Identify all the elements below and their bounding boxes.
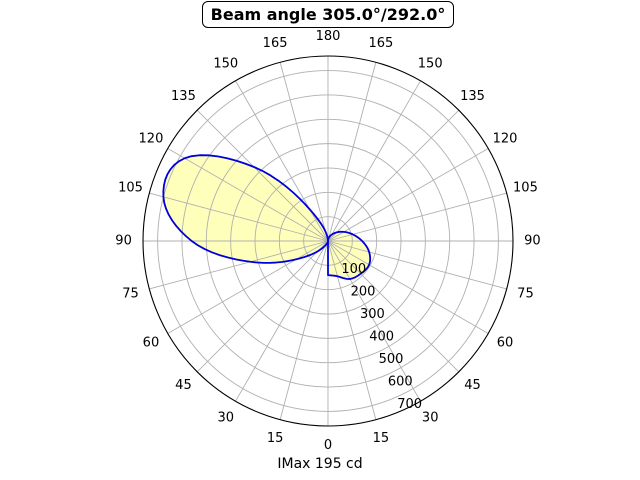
angle-tick-label: 105 <box>118 181 143 196</box>
angle-tick-label: 120 <box>493 131 518 146</box>
angle-tick-label: 165 <box>368 36 393 51</box>
angle-tick-label: 150 <box>213 56 238 71</box>
x-axis-label: IMax 195 cd <box>277 456 363 472</box>
grid-layer <box>142 55 514 427</box>
label-layer: 0 15 30 45 60 75 90 105 120 135 150 165 180 165 150 135… <box>115 29 540 453</box>
angle-tick-label: 120 <box>139 131 164 146</box>
angular-gridline-21 <box>196 240 329 373</box>
series-line-0 <box>327 230 372 280</box>
angular-gridline-23 <box>279 240 329 420</box>
angle-tick-label: 45 <box>175 378 192 393</box>
angle-tick-label: 60 <box>143 336 160 351</box>
angle-tick-label: 0 <box>324 438 332 453</box>
series-line-1 <box>162 154 329 264</box>
angular-gridline-10 <box>327 80 421 242</box>
angular-gridline-14 <box>235 80 329 242</box>
radial-tick-label: 400 <box>369 329 394 344</box>
angular-gridline-7 <box>327 192 507 242</box>
curve-layer <box>162 154 372 280</box>
angular-gridline-8 <box>327 148 489 242</box>
angle-tick-label: 165 <box>263 36 288 51</box>
angular-gridline-17 <box>149 192 329 242</box>
polar-frame <box>142 55 514 427</box>
chart-title: Beam angle 305.0°/292.0° <box>202 1 454 28</box>
angle-tick-label: 180 <box>316 29 341 44</box>
angular-gridline-3 <box>327 240 460 373</box>
radial-tick-label: 500 <box>379 352 404 367</box>
angular-gridline-22 <box>235 240 329 402</box>
radial-tick-label: 200 <box>351 284 376 299</box>
angular-gridline-20 <box>167 240 329 334</box>
angle-tick-label: 30 <box>422 411 439 426</box>
angle-tick-label: 135 <box>460 89 485 104</box>
angular-gridline-1 <box>327 240 377 420</box>
angular-gridline-11 <box>327 62 377 242</box>
radial-tick-label: 100 <box>341 262 366 277</box>
angle-tick-label: 15 <box>373 431 390 446</box>
radial-tick-label: 300 <box>360 307 385 322</box>
angular-gridline-2 <box>327 240 421 402</box>
angle-tick-label: 105 <box>513 181 538 196</box>
angle-tick-label: 150 <box>418 56 443 71</box>
angle-tick-label: 30 <box>218 411 235 426</box>
angular-gridline-13 <box>279 62 329 242</box>
angle-tick-label: 15 <box>267 431 284 446</box>
angular-gridline-19 <box>149 240 329 290</box>
angle-tick-label: 45 <box>464 378 481 393</box>
angular-gridline-16 <box>167 148 329 242</box>
series-fill-1 <box>163 155 328 263</box>
angular-gridline-5 <box>327 240 507 290</box>
angle-tick-label: 135 <box>171 89 196 104</box>
angle-tick-label: 90 <box>115 234 132 249</box>
radial-tick-label: 600 <box>388 374 413 389</box>
angular-gridline-15 <box>196 109 329 242</box>
angle-tick-label: 75 <box>122 286 139 301</box>
angular-gridline-9 <box>327 109 460 242</box>
angle-tick-label: 75 <box>517 286 534 301</box>
angular-gridline-4 <box>327 240 489 334</box>
angle-tick-label: 60 <box>497 336 514 351</box>
angle-tick-label: 90 <box>524 234 541 249</box>
radial-tick-label: 700 <box>397 397 422 412</box>
